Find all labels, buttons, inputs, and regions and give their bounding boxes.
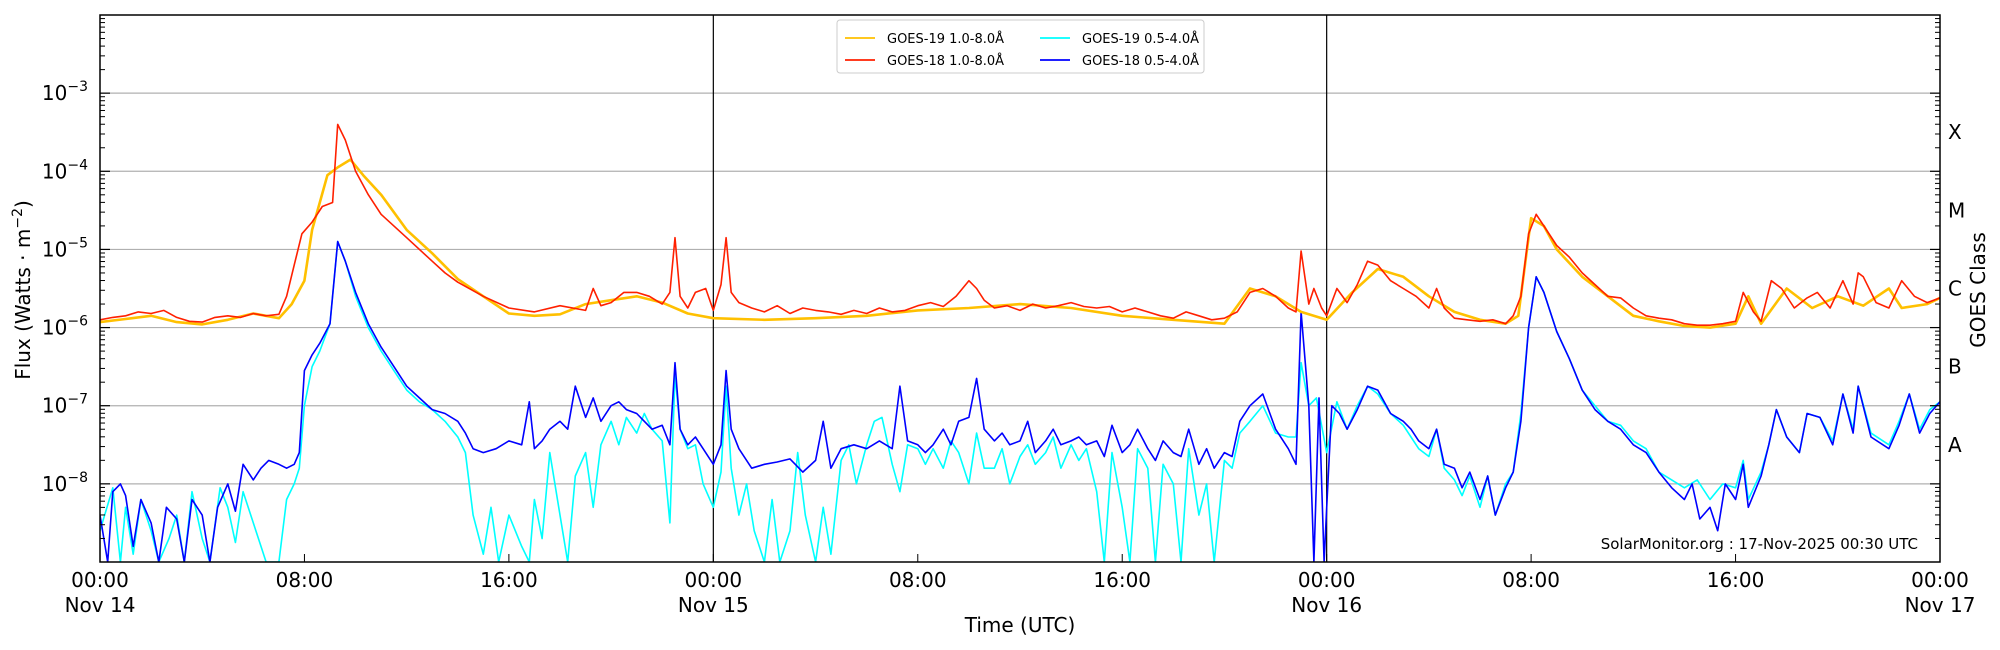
legend-label: GOES-18 1.0-8.0Å <box>887 53 1004 69</box>
y-tick-label: 10−6 <box>42 314 88 340</box>
x-tick-date-label: Nov 14 <box>65 593 136 617</box>
x-tick-time-label: 16:00 <box>1093 568 1151 592</box>
grid-lines <box>100 92 1940 485</box>
minor-ticks <box>100 18 1940 539</box>
y-tick-label: 10−7 <box>42 392 88 418</box>
x-tick-time-label: 16:00 <box>1707 568 1765 592</box>
y-tick-label: 10−8 <box>42 470 88 496</box>
legend-label: GOES-18 0.5-4.0Å <box>1082 53 1199 69</box>
x-tick-time-label: 00:00 <box>71 568 129 592</box>
goes-class-label: A <box>1948 433 1962 457</box>
x-tick-time-label: 08:00 <box>889 568 947 592</box>
series-line-goes-19-1-0-8-0- <box>100 158 1940 329</box>
day-boundary-lines <box>712 15 1328 562</box>
x-tick-time-label: 00:00 <box>685 568 743 592</box>
x-tick-date-label: Nov 17 <box>1905 593 1976 617</box>
y-axis-ticks: 10−3 10−4 10−5 10−6 10−7 10−8 <box>42 79 1940 496</box>
series-line-goes-18-1-0-8-0- <box>100 123 1940 327</box>
legend-label: GOES-19 0.5-4.0Å <box>1082 31 1199 47</box>
goes-class-labels: X M C B A <box>1948 120 1965 457</box>
goes-class-label: C <box>1948 277 1962 301</box>
goes-class-label: X <box>1948 120 1962 144</box>
y-axis-title: Flux (Watts · m−2) <box>10 200 35 380</box>
x-axis-title: Time (UTC) <box>964 613 1076 637</box>
x-tick-time-label: 00:00 <box>1298 568 1356 592</box>
x-tick-time-label: 16:00 <box>480 568 538 592</box>
x-tick-date-label: Nov 16 <box>1291 593 1362 617</box>
legend-box <box>836 19 1205 74</box>
data-series <box>100 123 1940 562</box>
watermark-text: SolarMonitor.org : 17-Nov-2025 00:30 UTC <box>1601 535 1918 553</box>
x-tick-time-label: 00:00 <box>1911 568 1969 592</box>
x-tick-time-label: 08:00 <box>276 568 334 592</box>
legend-label: GOES-19 1.0-8.0Å <box>887 31 1004 47</box>
y-tick-label: 10−5 <box>42 235 88 261</box>
y-tick-label: 10−3 <box>42 79 88 105</box>
x-tick-date-label: Nov 15 <box>678 593 749 617</box>
x-tick-time-label: 08:00 <box>1502 568 1560 592</box>
y-tick-label: 10−4 <box>42 157 88 183</box>
series-line-goes-18-0-5-4-0- <box>100 240 1940 562</box>
y-axis-right-title: GOES Class <box>1966 232 1990 348</box>
plot-frame <box>99 14 1941 563</box>
goes-class-label: B <box>1948 355 1962 379</box>
legend: GOES-19 1.0-8.0Å GOES-18 1.0-8.0Å GOES-19 … <box>836 19 1205 74</box>
goes-class-label: M <box>1948 198 1965 222</box>
